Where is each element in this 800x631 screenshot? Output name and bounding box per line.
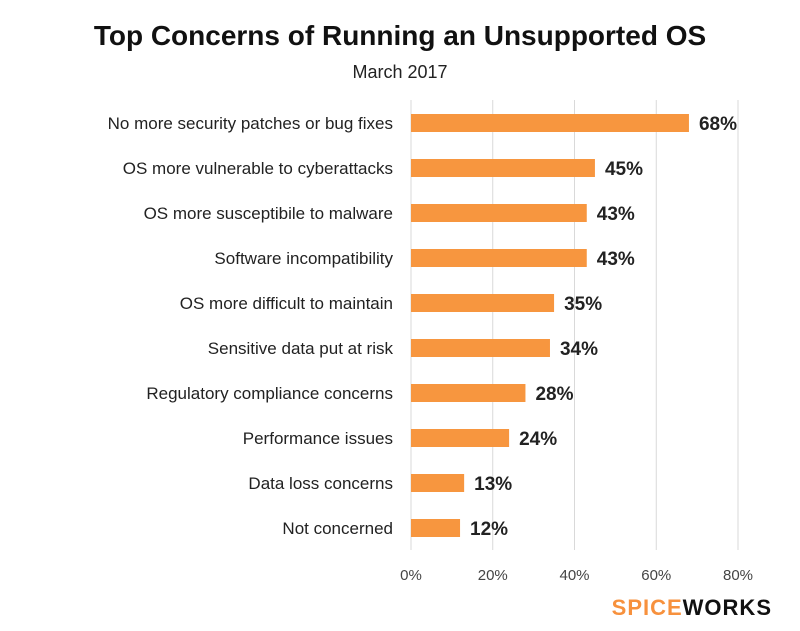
category-label-2: OS more susceptibile to malware — [144, 204, 393, 223]
x-tick-label-3: 60% — [641, 567, 671, 584]
value-label-7: 24% — [519, 429, 557, 450]
bar-0 — [411, 114, 689, 132]
category-label-5: Sensitive data put at risk — [208, 339, 394, 358]
bar-8 — [411, 474, 465, 492]
x-tick-label-0: 0% — [400, 567, 422, 584]
bar-9 — [411, 519, 461, 537]
logo-works: WORKS — [682, 595, 772, 620]
chart-title: Top Concerns of Running an Unsupported O… — [93, 20, 707, 51]
value-label-8: 13% — [474, 474, 512, 495]
value-label-5: 34% — [560, 339, 598, 360]
value-label-3: 43% — [597, 249, 635, 270]
x-tick-label-4: 80% — [723, 567, 753, 584]
bar-1 — [411, 159, 595, 177]
bar-7 — [411, 429, 510, 447]
bar-4 — [411, 294, 555, 312]
value-label-4: 35% — [564, 294, 602, 315]
value-label-9: 12% — [470, 519, 508, 540]
category-label-7: Performance issues — [243, 429, 393, 448]
x-tick-label-2: 40% — [559, 567, 589, 584]
bar-2 — [411, 204, 587, 222]
value-label-2: 43% — [597, 204, 635, 225]
bar-6 — [411, 384, 526, 402]
category-label-8: Data loss concerns — [248, 474, 393, 493]
chart-subtitle: March 2017 — [352, 62, 448, 82]
category-label-9: Not concerned — [282, 519, 393, 538]
category-label-1: OS more vulnerable to cyberattacks — [123, 159, 393, 178]
logo-spice: SPICE — [611, 595, 683, 620]
category-label-0: No more security patches or bug fixes — [108, 114, 393, 133]
x-tick-label-1: 20% — [478, 567, 508, 584]
category-label-4: OS more difficult to maintain — [180, 294, 393, 313]
category-label-3: Software incompatibility — [214, 249, 393, 268]
value-label-6: 28% — [535, 384, 573, 405]
value-label-1: 45% — [605, 159, 643, 180]
bar-3 — [411, 249, 587, 267]
spiceworks-logo: SPICEWORKS — [612, 595, 772, 621]
value-label-0: 68% — [699, 114, 737, 135]
category-label-6: Regulatory compliance concerns — [146, 384, 393, 403]
bar-5 — [411, 339, 550, 357]
